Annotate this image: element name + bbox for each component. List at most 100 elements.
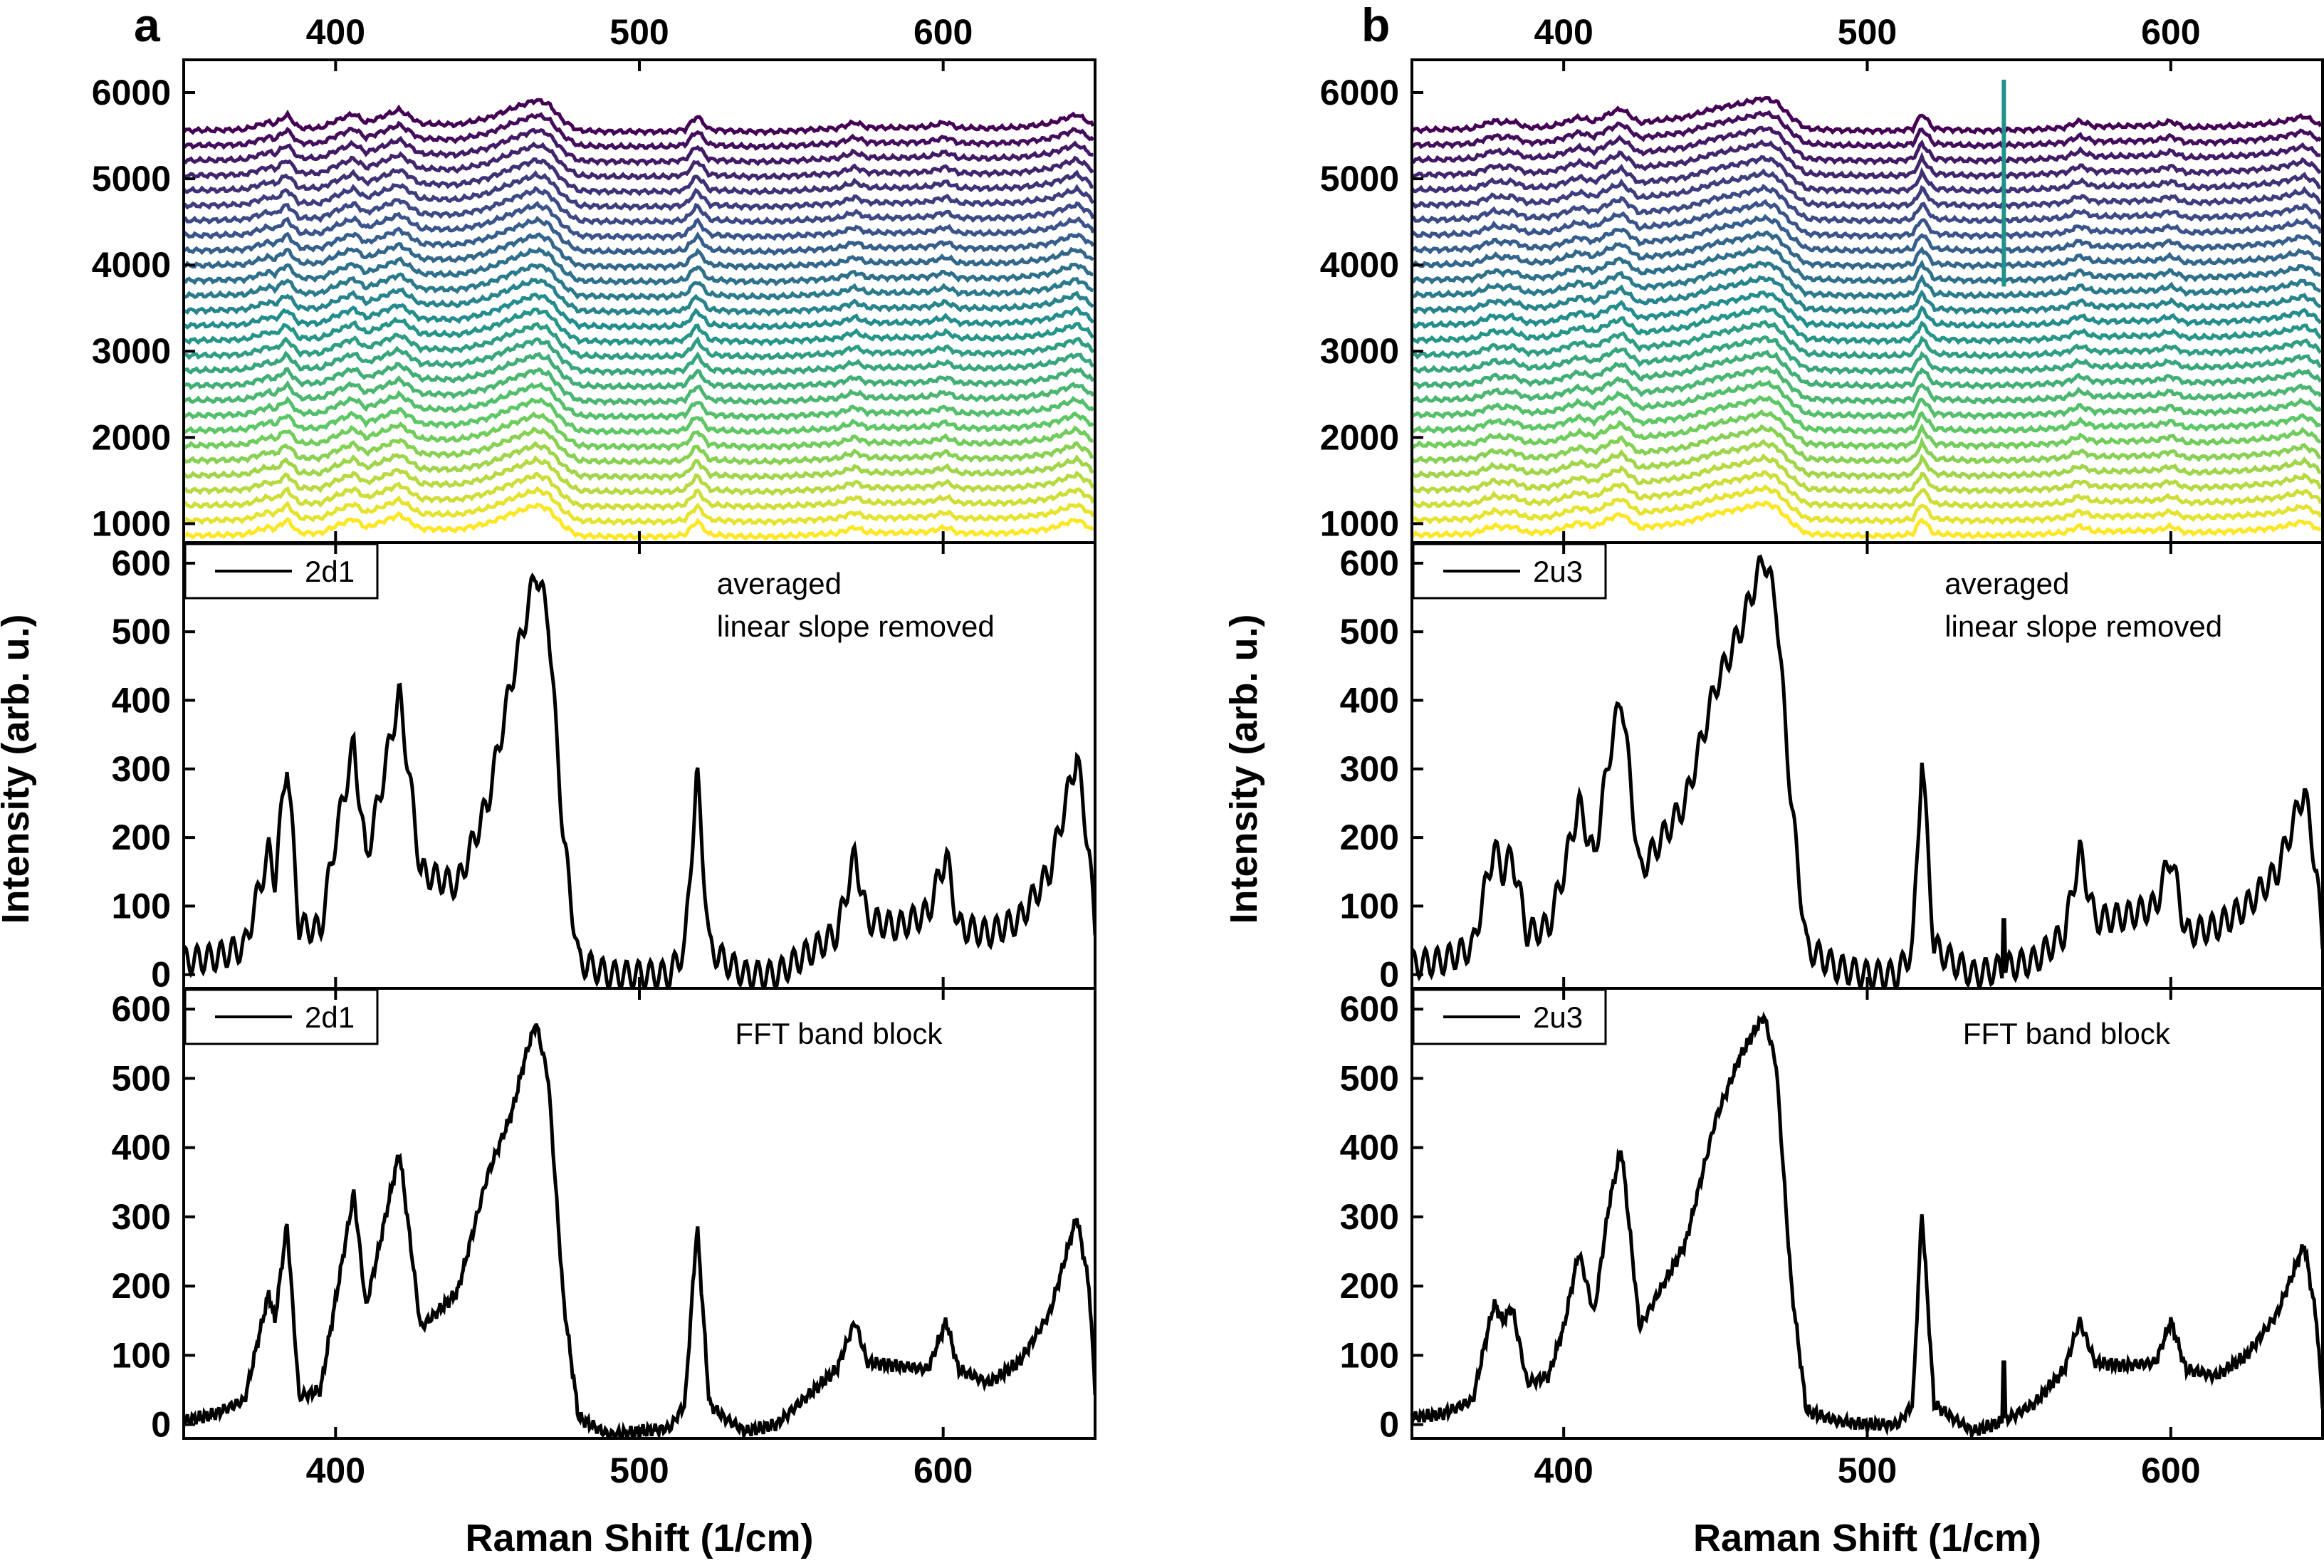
y-tick-label: 500 — [1340, 612, 1399, 652]
legend: 2d1 — [184, 543, 379, 600]
stacked-spectrum — [1412, 335, 2323, 376]
legend: 2u3 — [1412, 543, 1607, 600]
panel-letter: b — [1361, 0, 1390, 51]
x-tick-label-top: 500 — [1838, 12, 1897, 52]
stacked-spectrum — [1412, 305, 2323, 346]
stacked-spectrum — [184, 216, 1095, 256]
y-tick-label: 0 — [1379, 955, 1399, 995]
y-tick-label: 3000 — [1320, 331, 1399, 371]
subplot-b-bottom: 2u3 FFT band block 0 100 200 300 400 500 600 400 5… — [1340, 987, 2324, 1490]
y-tick-label: 100 — [1340, 886, 1399, 926]
x-tick-label-top: 600 — [914, 12, 973, 52]
annotation-text: averaged — [1944, 567, 2069, 600]
stacked-spectrum — [184, 112, 1095, 151]
y-tick-label: 600 — [112, 989, 171, 1029]
y-tick-label: 1000 — [1320, 503, 1399, 543]
stacked-spectrum — [1412, 365, 2323, 406]
stacked-spectrum — [184, 263, 1094, 302]
stacked-spectrum — [1412, 199, 2323, 241]
stacked-spectrum — [184, 185, 1095, 226]
stacked-spectrum — [184, 397, 1094, 437]
x-axis-title: Raman Shift (1/cm) — [465, 1517, 813, 1559]
y-tick-label: 1000 — [92, 503, 171, 543]
stacked-spectrum — [184, 157, 1094, 197]
stacked-spectrum — [1412, 230, 2322, 271]
y-tick-label: 5000 — [1320, 159, 1399, 199]
y-tick-label: 6000 — [1320, 73, 1399, 113]
legend: 2d1 — [184, 988, 379, 1045]
stacked-spectrum — [1412, 380, 2323, 421]
x-tick-label: 400 — [306, 1451, 365, 1490]
y-tick-label: 600 — [112, 543, 171, 583]
x-tick-label-top: 500 — [609, 12, 669, 52]
y-tick-label: 400 — [1340, 1128, 1399, 1168]
subplot-a-bottom: 2d1 FFT band block 0 100 200 300 400 500 600 400 5… — [112, 987, 1096, 1490]
annotation-text: linear slope removed — [1944, 610, 2222, 643]
y-tick-label: 300 — [1340, 749, 1399, 789]
stacked-spectrum — [184, 322, 1095, 361]
stacked-spectrum — [184, 127, 1094, 167]
y-tick-label: 500 — [112, 1058, 171, 1098]
y-tick-label: 6000 — [92, 73, 171, 113]
y-tick-label: 200 — [1340, 1266, 1399, 1306]
plot-area — [184, 1023, 1095, 1438]
y-tick-label: 2000 — [92, 417, 171, 457]
stacked-spectrum — [1412, 453, 2323, 496]
stacked-spectrum — [1412, 95, 2323, 136]
y-tick-label: 3000 — [92, 331, 171, 371]
y-tick-label: 300 — [112, 1197, 171, 1237]
legend: 2u3 — [1412, 988, 1607, 1045]
y-tick-label: 0 — [151, 1405, 171, 1445]
stacked-spectrum — [184, 471, 1095, 512]
subplot-a-middle: 2d1 averaged linear slope removed 0 100 200 30… — [112, 541, 1096, 995]
y-tick-label: 200 — [112, 817, 171, 857]
stacked-spectrum — [184, 292, 1095, 331]
y-tick-label: 2000 — [1320, 417, 1399, 457]
spectrum-line — [1412, 554, 2323, 988]
stacked-spectrum — [1412, 110, 2323, 150]
y-tick-label: 300 — [1340, 1197, 1399, 1237]
stacked-spectrum — [184, 441, 1094, 482]
y-tick-label: 400 — [112, 1128, 171, 1168]
spectrum-line — [184, 1023, 1095, 1438]
stacked-spectrum — [1412, 394, 2322, 435]
y-axis-title: Intensity (arb. u.) — [1223, 614, 1265, 924]
stacked-spectrum — [184, 141, 1094, 182]
stacked-spectrum — [184, 232, 1094, 272]
stacked-spectrum — [1412, 439, 2322, 481]
plot-area — [1412, 79, 2323, 540]
stacked-spectrum — [1412, 291, 2323, 330]
stacked-spectrum — [1412, 409, 2321, 451]
stacked-spectrum — [1412, 168, 2323, 211]
x-tick-label: 600 — [914, 1451, 973, 1490]
stacked-spectrum — [1412, 424, 2321, 465]
plot-area — [184, 98, 1095, 541]
y-tick-label: 500 — [112, 612, 171, 652]
legend-label: 2d1 — [305, 1000, 355, 1034]
stacked-spectrum — [1412, 470, 2323, 511]
plot-area — [1412, 554, 2323, 988]
x-tick-label: 500 — [1838, 1451, 1897, 1490]
stacked-spectrum — [184, 307, 1095, 347]
stacked-spectrum — [1412, 484, 2323, 526]
annotation-text: FFT band block — [735, 1017, 943, 1050]
y-tick-label: 4000 — [92, 245, 171, 285]
y-tick-label: 0 — [151, 955, 171, 995]
y-tick-label: 100 — [112, 886, 171, 926]
stacked-spectrum — [1412, 350, 2323, 391]
stacked-spectrum — [1412, 184, 2323, 225]
stacked-spectrum — [184, 455, 1095, 496]
subplot-b-top: 1000 2000 3000 4000 5000 6000 400 500 600 — [1320, 12, 2324, 544]
y-tick-label: 100 — [1340, 1335, 1399, 1375]
stacked-spectrum — [184, 169, 1095, 212]
spectrum-line — [1412, 1011, 2323, 1438]
panel-letter: a — [134, 0, 161, 51]
stacked-spectrum — [184, 411, 1094, 452]
stacked-spectrum — [1412, 275, 2322, 315]
annotation-text: averaged — [717, 567, 842, 600]
y-tick-label: 5000 — [92, 159, 171, 199]
y-tick-label: 500 — [1340, 1058, 1399, 1098]
stacked-spectrum — [184, 98, 1095, 137]
subplot-b-middle: 2u3 averaged linear slope removed 0 100 200 30… — [1340, 541, 2324, 995]
y-axis-title: Intensity (arb. u.) — [0, 614, 37, 924]
